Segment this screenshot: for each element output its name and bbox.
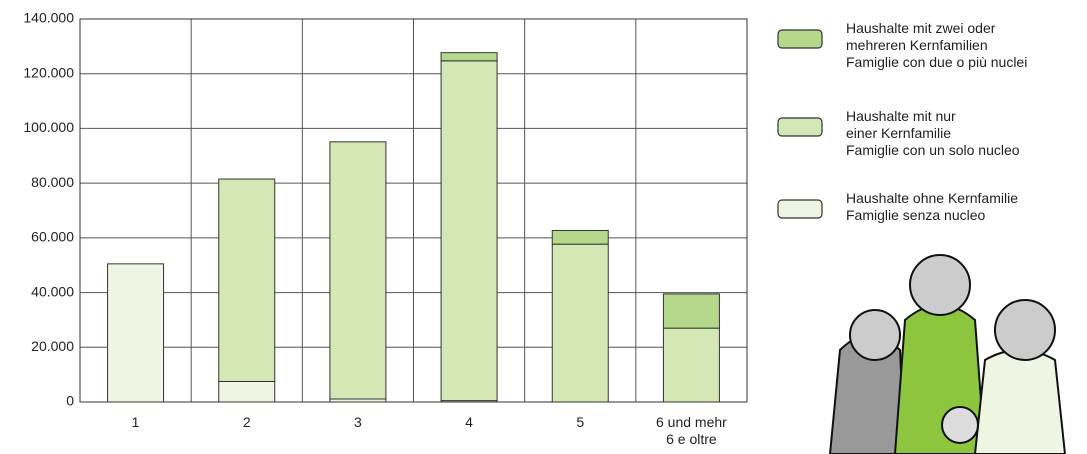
bar-segment [551, 243, 609, 403]
legend-swatch [777, 117, 823, 137]
bar-segment [662, 293, 720, 329]
y-tick-label: 120.000 [23, 64, 74, 80]
y-tick-label: 60.000 [31, 229, 74, 245]
bar-segment [329, 141, 387, 400]
y-tick-label: 0 [66, 393, 74, 409]
y-tick-label: 140.000 [23, 10, 74, 26]
x-tick-label: 1 [131, 414, 140, 430]
x-tick-label: 6 und mehr 6 e oltre [655, 414, 727, 447]
plot-frame [79, 18, 748, 403]
bar-segment [107, 263, 165, 403]
legend-label: Haushalte mit nur einer Kernfamilie Fami… [846, 108, 1020, 158]
x-tick-label: 5 [576, 414, 585, 430]
legend-swatch [777, 29, 823, 49]
bar-segment [218, 380, 276, 403]
bar-segment [440, 60, 498, 402]
bar-segment [218, 178, 276, 382]
y-tick-label: 80.000 [31, 174, 74, 190]
y-tick-label: 20.000 [31, 338, 74, 354]
bar-segment [440, 52, 498, 62]
y-tick-label: 40.000 [31, 283, 74, 299]
bar-segment [551, 229, 609, 245]
legend-label: Haushalte mit zwei oder mehreren Kernfam… [846, 20, 1028, 70]
x-tick-label: 2 [242, 414, 251, 430]
y-tick-label: 100.000 [23, 119, 74, 135]
legend-label: Haushalte ohne Kernfamilie Famiglie senz… [846, 190, 1018, 223]
bar-segment [662, 327, 720, 403]
x-tick-label: 4 [465, 414, 473, 430]
legend-swatch [777, 199, 823, 219]
x-tick-label: 3 [354, 414, 362, 430]
family-illustration [828, 254, 1067, 454]
